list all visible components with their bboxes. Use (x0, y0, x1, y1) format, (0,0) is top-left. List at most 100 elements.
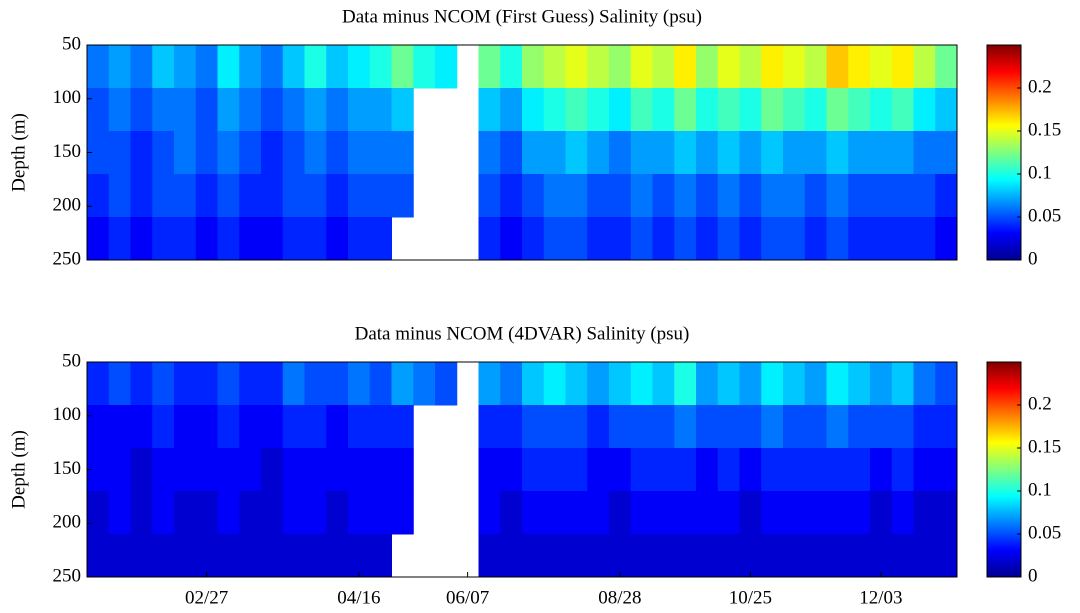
heatmap-cell (565, 88, 588, 132)
panel: Data minus NCOM (4DVAR) Salinity (psu) De… (8, 323, 1061, 608)
heatmap-cell (304, 174, 327, 218)
y-tick-label: 50 (62, 350, 81, 371)
heatmap-cell (630, 534, 653, 578)
heatmap-cell (326, 45, 349, 89)
heatmap-cell (891, 405, 914, 449)
heatmap-cell (848, 131, 871, 175)
heatmap-cell (239, 88, 262, 132)
heatmap-cell (261, 534, 284, 578)
heatmap-cell (174, 405, 197, 449)
heatmap-cell (761, 217, 784, 261)
heatmap-cell (326, 362, 349, 406)
x-tick-label: 04/16 (337, 587, 380, 608)
heatmap-cell (935, 405, 958, 449)
heatmap-cell (282, 362, 305, 406)
heatmap-cell (217, 174, 240, 218)
heatmap-cell (478, 448, 501, 492)
heatmap-cell (348, 174, 371, 218)
heatmap-cell (130, 217, 153, 261)
heatmap-cell (348, 88, 371, 132)
heatmap-cell (152, 217, 175, 261)
heatmap-cell (326, 88, 349, 132)
heatmap-cell (891, 362, 914, 406)
colorbar-frame (986, 44, 1022, 261)
heatmap-cell (500, 405, 523, 449)
heatmap-cell (174, 174, 197, 218)
heatmap-cell (174, 534, 197, 578)
heatmap-cell (282, 131, 305, 175)
heatmap-cell (717, 405, 740, 449)
heatmap-cell (478, 88, 501, 132)
heatmap-cell (630, 174, 653, 218)
heatmap-cell (783, 88, 806, 132)
heatmap-cell (500, 362, 523, 406)
heatmap-cell (108, 534, 131, 578)
heatmap-cell (674, 217, 697, 261)
heatmap-cell (565, 405, 588, 449)
heatmap-cell (761, 362, 784, 406)
heatmap-cell (326, 448, 349, 492)
heatmap-cell (522, 491, 545, 535)
heatmap-cell (717, 45, 740, 89)
heatmap-cell (391, 405, 414, 449)
heatmap-cell (587, 405, 610, 449)
heatmap-cell (369, 362, 392, 406)
heatmap-cell (152, 45, 175, 89)
heatmap-cell (261, 174, 284, 218)
heatmap-cell (913, 534, 936, 578)
colorbar-tick-label: 0.2 (1028, 76, 1052, 97)
heatmap-cell (717, 217, 740, 261)
heatmap-cell (87, 88, 110, 132)
heatmap-cell (826, 88, 849, 132)
heatmap-cell (152, 88, 175, 132)
heatmap-cell (674, 405, 697, 449)
heatmap-cell (348, 534, 371, 578)
heatmap-cell (108, 88, 131, 132)
heatmap-cell (369, 534, 392, 578)
heatmap-cell (913, 88, 936, 132)
heatmap-cell (326, 405, 349, 449)
heatmap-cell (522, 405, 545, 449)
heatmap-cell (478, 217, 501, 261)
heatmap-cell (326, 217, 349, 261)
heatmap-cell (652, 534, 675, 578)
heatmap-cell (304, 217, 327, 261)
heatmap-cell (239, 448, 262, 492)
heatmap-cell (848, 45, 871, 89)
heatmap-cell (304, 362, 327, 406)
heatmap-cell (543, 362, 566, 406)
heatmap-cell (891, 174, 914, 218)
heatmap-cell (326, 131, 349, 175)
heatmap-cell (870, 405, 893, 449)
heatmap-cell (630, 131, 653, 175)
y-tick-label: 100 (53, 87, 82, 108)
heatmap-cell (783, 448, 806, 492)
heatmap-cell (826, 362, 849, 406)
colorbar-tick-label: 0 (1028, 565, 1038, 586)
heatmap-cell (913, 405, 936, 449)
heatmap-cell (717, 174, 740, 218)
heatmap-cell (783, 131, 806, 175)
heatmap-cell (282, 88, 305, 132)
heatmap-cell (500, 131, 523, 175)
heatmap-cell (935, 88, 958, 132)
heatmap-cell (674, 174, 697, 218)
colorbar-tick-label: 0 (1028, 248, 1038, 269)
heatmap-cell (783, 45, 806, 89)
heatmap-cell (761, 534, 784, 578)
heatmap-cell (913, 45, 936, 89)
heatmap-cell (522, 88, 545, 132)
chart-title: Data minus NCOM (First Guess) Salinity (… (342, 6, 702, 27)
heatmap-cell (739, 362, 762, 406)
heatmap-cell (543, 534, 566, 578)
heatmap-cell (478, 45, 501, 89)
heatmap-cell (478, 174, 501, 218)
heatmap-cell (87, 217, 110, 261)
heatmap-cell (630, 448, 653, 492)
heatmap-cell (761, 45, 784, 89)
colorbar (987, 362, 1021, 577)
heatmap-cell (935, 534, 958, 578)
heatmap-cell (217, 534, 240, 578)
heatmap-cell (369, 88, 392, 132)
heatmap-cell (239, 131, 262, 175)
